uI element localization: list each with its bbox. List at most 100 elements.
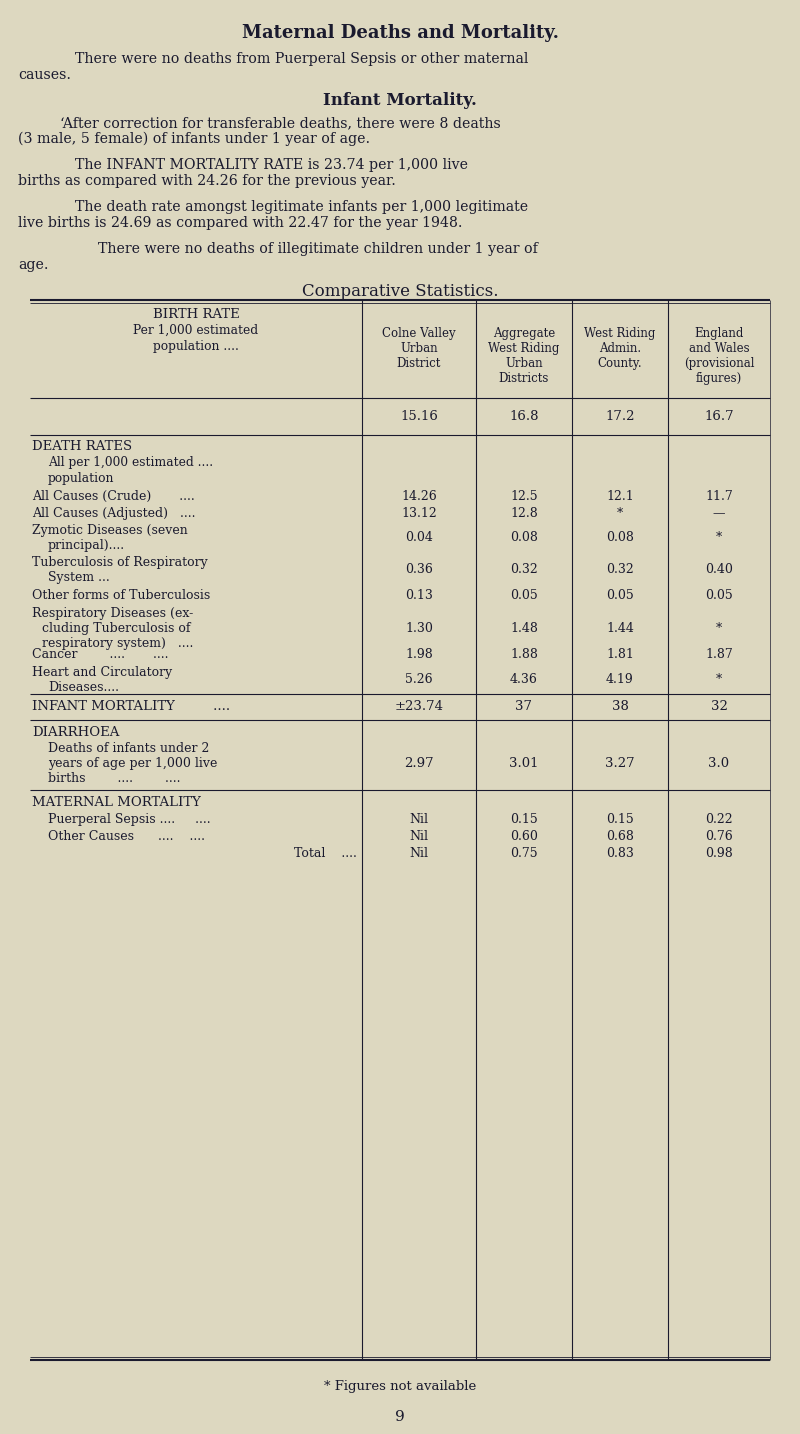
Text: 0.05: 0.05 — [705, 589, 733, 602]
Text: 17.2: 17.2 — [606, 410, 634, 423]
Text: 16.7: 16.7 — [704, 410, 734, 423]
Text: All Causes (Crude)       ....: All Causes (Crude) .... — [32, 490, 194, 503]
Text: England
and Wales
(provisional
figures): England and Wales (provisional figures) — [684, 327, 754, 384]
Text: causes.: causes. — [18, 67, 71, 82]
Text: BIRTH RATE: BIRTH RATE — [153, 308, 239, 321]
Text: 13.12: 13.12 — [401, 508, 437, 521]
Text: Diseases....: Diseases.... — [48, 681, 119, 694]
Text: 4.19: 4.19 — [606, 673, 634, 685]
Text: 32: 32 — [710, 700, 727, 713]
Text: 0.05: 0.05 — [606, 589, 634, 602]
Text: Respiratory Diseases (ex-: Respiratory Diseases (ex- — [32, 607, 194, 619]
Text: The death rate amongst legitimate infants per 1,000 legitimate: The death rate amongst legitimate infant… — [75, 199, 528, 214]
Text: 3.01: 3.01 — [510, 757, 538, 770]
Text: Other forms of Tuberculosis: Other forms of Tuberculosis — [32, 589, 210, 602]
Text: There were no deaths of illegitimate children under 1 year of: There were no deaths of illegitimate chi… — [98, 242, 538, 257]
Text: 0.32: 0.32 — [606, 564, 634, 576]
Text: Aggregate
West Riding
Urban
Districts: Aggregate West Riding Urban Districts — [488, 327, 560, 384]
Text: 1.98: 1.98 — [405, 648, 433, 661]
Text: population: population — [48, 472, 114, 485]
Text: Infant Mortality.: Infant Mortality. — [323, 92, 477, 109]
Text: age.: age. — [18, 258, 49, 272]
Text: 1.87: 1.87 — [705, 648, 733, 661]
Text: There were no deaths from Puerperal Sepsis or other maternal: There were no deaths from Puerperal Seps… — [75, 52, 528, 66]
Text: Other Causes      ....    ....: Other Causes .... .... — [48, 830, 205, 843]
Text: 0.08: 0.08 — [606, 531, 634, 543]
Text: Nil: Nil — [410, 813, 429, 826]
Text: Per 1,000 estimated: Per 1,000 estimated — [134, 324, 258, 337]
Text: 0.60: 0.60 — [510, 830, 538, 843]
Text: * Figures not available: * Figures not available — [324, 1380, 476, 1392]
Text: Nil: Nil — [410, 847, 429, 860]
Text: 4.36: 4.36 — [510, 673, 538, 685]
Text: births        ....        ....: births .... .... — [48, 771, 181, 784]
Text: Comparative Statistics.: Comparative Statistics. — [302, 282, 498, 300]
Text: 11.7: 11.7 — [705, 490, 733, 503]
Text: DIARRHOEA: DIARRHOEA — [32, 726, 119, 739]
Text: 0.32: 0.32 — [510, 564, 538, 576]
Text: 0.08: 0.08 — [510, 531, 538, 543]
Text: 0.05: 0.05 — [510, 589, 538, 602]
Text: All Causes (Adjusted)   ....: All Causes (Adjusted) .... — [32, 508, 195, 521]
Text: *: * — [716, 673, 722, 685]
Text: *: * — [716, 622, 722, 635]
Text: 0.40: 0.40 — [705, 564, 733, 576]
Text: All per 1,000 estimated ....: All per 1,000 estimated .... — [48, 456, 213, 469]
Text: 0.15: 0.15 — [510, 813, 538, 826]
Text: MATERNAL MORTALITY: MATERNAL MORTALITY — [32, 796, 201, 809]
Text: 3.27: 3.27 — [605, 757, 635, 770]
Text: West Riding
Admin.
County.: West Riding Admin. County. — [584, 327, 656, 370]
Text: 0.13: 0.13 — [405, 589, 433, 602]
Text: The INFANT MORTALITY RATE is 23.74 per 1,000 live: The INFANT MORTALITY RATE is 23.74 per 1… — [75, 158, 468, 172]
Text: 0.04: 0.04 — [405, 531, 433, 543]
Text: 2.97: 2.97 — [404, 757, 434, 770]
Text: 0.22: 0.22 — [705, 813, 733, 826]
Text: respiratory system)   ....: respiratory system) .... — [42, 637, 194, 650]
Text: 12.5: 12.5 — [510, 490, 538, 503]
Text: 37: 37 — [515, 700, 533, 713]
Text: INFANT MORTALITY         ....: INFANT MORTALITY .... — [32, 700, 230, 713]
Text: population ....: population .... — [153, 340, 239, 353]
Text: *: * — [716, 531, 722, 543]
Text: Heart and Circulatory: Heart and Circulatory — [32, 665, 172, 680]
Text: DEATH RATES: DEATH RATES — [32, 440, 132, 453]
Text: cluding Tuberculosis of: cluding Tuberculosis of — [42, 622, 190, 635]
Text: births as compared with 24.26 for the previous year.: births as compared with 24.26 for the pr… — [18, 174, 396, 188]
Text: Cancer        ....       ....: Cancer .... .... — [32, 648, 169, 661]
Text: —: — — [713, 508, 726, 521]
Text: Deaths of infants under 2: Deaths of infants under 2 — [48, 741, 210, 754]
Text: 9: 9 — [395, 1410, 405, 1424]
Text: 1.88: 1.88 — [510, 648, 538, 661]
Text: 38: 38 — [611, 700, 629, 713]
Text: ‘After correction for transferable deaths, there were 8 deaths: ‘After correction for transferable death… — [60, 116, 501, 130]
Text: 1.48: 1.48 — [510, 622, 538, 635]
Text: 1.81: 1.81 — [606, 648, 634, 661]
Text: Nil: Nil — [410, 830, 429, 843]
Text: 16.8: 16.8 — [510, 410, 538, 423]
Text: Total    ....: Total .... — [294, 847, 357, 860]
Text: 1.30: 1.30 — [405, 622, 433, 635]
Text: 0.83: 0.83 — [606, 847, 634, 860]
Text: live births is 24.69 as compared with 22.47 for the year 1948.: live births is 24.69 as compared with 22… — [18, 217, 462, 229]
Text: 3.0: 3.0 — [709, 757, 730, 770]
Text: 0.98: 0.98 — [705, 847, 733, 860]
Text: *: * — [617, 508, 623, 521]
Text: Zymotic Diseases (seven: Zymotic Diseases (seven — [32, 523, 188, 536]
Text: Tuberculosis of Respiratory: Tuberculosis of Respiratory — [32, 556, 208, 569]
Text: 1.44: 1.44 — [606, 622, 634, 635]
Text: 0.15: 0.15 — [606, 813, 634, 826]
Text: 15.16: 15.16 — [400, 410, 438, 423]
Text: System ...: System ... — [48, 571, 110, 584]
Text: ±23.74: ±23.74 — [394, 700, 443, 713]
Text: Maternal Deaths and Mortality.: Maternal Deaths and Mortality. — [242, 24, 558, 42]
Text: 0.36: 0.36 — [405, 564, 433, 576]
Text: 0.68: 0.68 — [606, 830, 634, 843]
Text: 5.26: 5.26 — [405, 673, 433, 685]
Text: Puerperal Sepsis ....     ....: Puerperal Sepsis .... .... — [48, 813, 210, 826]
Text: 0.75: 0.75 — [510, 847, 538, 860]
Text: 12.1: 12.1 — [606, 490, 634, 503]
Text: 12.8: 12.8 — [510, 508, 538, 521]
Text: 14.26: 14.26 — [401, 490, 437, 503]
Text: Colne Valley
Urban
District: Colne Valley Urban District — [382, 327, 456, 370]
Text: 0.76: 0.76 — [705, 830, 733, 843]
